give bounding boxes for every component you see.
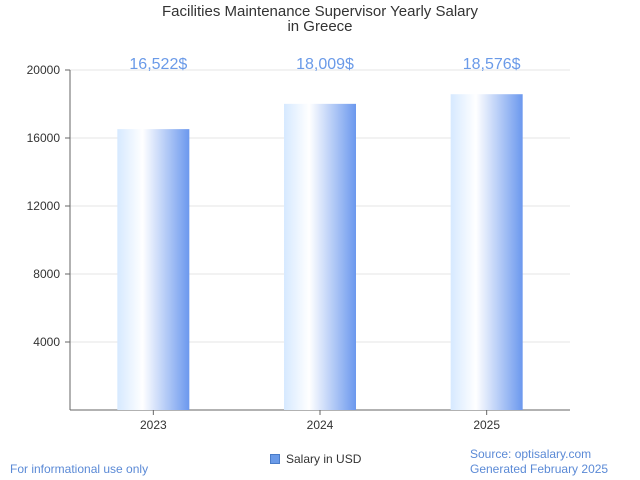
x-tick-label-2024: 2024 xyxy=(307,418,334,432)
bars xyxy=(117,94,523,411)
legend[interactable]: Salary in USD xyxy=(270,452,361,466)
generated-text: Generated February 2025 xyxy=(470,462,609,476)
source-info: Source: optisalary.com Generated Februar… xyxy=(470,447,608,477)
data-label-2023: 16,522$ xyxy=(129,56,187,73)
y-tick-label: 4000 xyxy=(33,335,60,349)
bar-2024[interactable] xyxy=(284,103,356,411)
disclaimer-text: For informational use only xyxy=(10,462,149,476)
chart-title-line-2: in Greece xyxy=(287,18,353,35)
chart-title-line-1: Facilities Maintenance Supervisor Yearly… xyxy=(162,3,478,20)
y-tick-label: 8000 xyxy=(33,267,60,281)
y-tick-label: 20000 xyxy=(27,63,61,77)
data-label-2025: 18,576$ xyxy=(463,56,521,73)
data-labels: 16,522$ 18,009$ 18,576$ xyxy=(129,56,520,73)
y-tick-label: 12000 xyxy=(27,199,61,213)
data-label-2024: 18,009$ xyxy=(296,56,354,73)
source-text: Source: optisalary.com xyxy=(470,447,592,461)
y-tick-label: 16000 xyxy=(27,131,61,145)
bar-2023[interactable] xyxy=(117,129,190,410)
chart-title: Facilities Maintenance Supervisor Yearly… xyxy=(0,4,640,34)
x-tick-label-2025: 2025 xyxy=(473,418,500,432)
bar-2025[interactable] xyxy=(450,94,523,410)
tick-labels: 4000 8000 12000 16000 20000 2023 2024 2025 xyxy=(27,63,501,432)
legend-label: Salary in USD xyxy=(286,452,362,466)
legend-swatch xyxy=(270,454,280,464)
x-tick-label-2023: 2023 xyxy=(140,418,167,432)
